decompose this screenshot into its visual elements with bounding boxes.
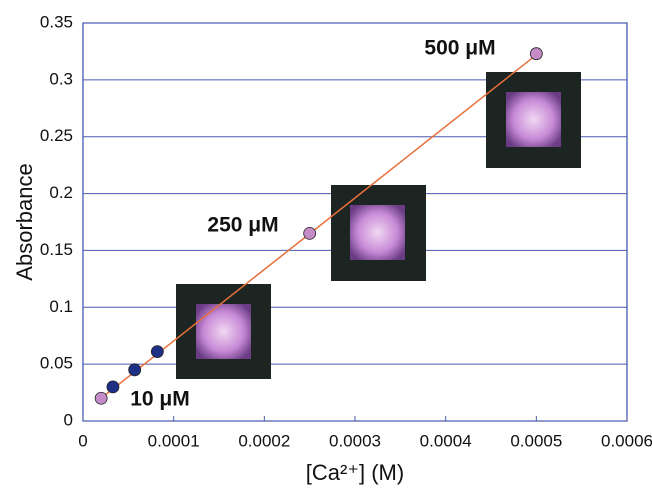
y-axis-label: Absorbance	[12, 163, 37, 280]
annotation: 10 μM	[130, 388, 190, 411]
point	[107, 381, 119, 393]
x-axis-label: [Ca²⁺] (M)	[306, 460, 404, 485]
fit-line	[101, 55, 536, 398]
y-tick-label: 0.05	[40, 354, 73, 373]
x-tick-label: 0.0003	[329, 431, 381, 450]
y-tick-label: 0.3	[49, 69, 73, 88]
y-tick-label: 0.35	[40, 12, 73, 31]
y-tick-label: 0.15	[40, 240, 73, 259]
x-tick-label: 0	[78, 431, 87, 450]
chart: 10 μM 250 μM 500 μM [Ca²⁺] (M) Absorbanc…	[0, 0, 652, 491]
point	[151, 346, 163, 358]
x-tick-label: 0.0004	[420, 431, 472, 450]
point	[129, 364, 141, 376]
annotation: 250 μM	[207, 214, 278, 237]
photo-sample	[506, 92, 561, 147]
annotation: 500 μM	[424, 37, 495, 60]
y-tick-label: 0.25	[40, 126, 73, 145]
point	[304, 227, 316, 239]
point	[95, 392, 107, 404]
x-tick-label: 0.0001	[148, 431, 200, 450]
y-tick-label: 0	[64, 410, 73, 429]
photo-sample	[196, 304, 251, 359]
marks	[95, 48, 542, 405]
photo-sample	[350, 205, 405, 260]
x-tick-label: 0.0002	[238, 431, 290, 450]
x-tick-label: 0.0006	[601, 431, 652, 450]
x-tick-label: 0.0005	[510, 431, 562, 450]
point	[530, 48, 542, 60]
y-tick-label: 0.2	[49, 183, 73, 202]
y-tick-label: 0.1	[49, 297, 73, 316]
